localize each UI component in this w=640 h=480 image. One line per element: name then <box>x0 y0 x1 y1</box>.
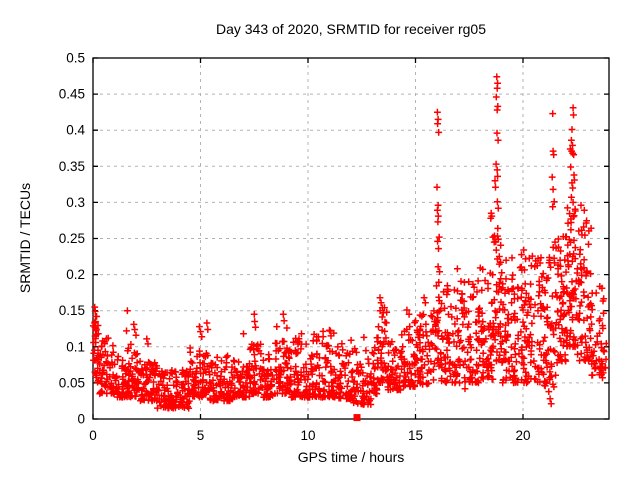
x-tick-label: 5 <box>197 428 205 443</box>
grid-lines <box>93 58 609 419</box>
y-tick-label: 0.3 <box>66 195 85 210</box>
axis-ticks <box>92 57 609 420</box>
y-tick-label: 0.05 <box>59 375 85 390</box>
outlier-square-marker <box>353 414 361 422</box>
x-tick-label: 15 <box>408 428 423 443</box>
y-tick-label: 0.45 <box>59 87 85 102</box>
data-points <box>89 73 610 412</box>
chart-title: Day 343 of 2020, SRMTID for receiver rg0… <box>215 21 486 37</box>
y-tick-label: 0.1 <box>66 339 85 354</box>
x-tick-label: 0 <box>89 428 97 443</box>
x-axis-label: GPS time / hours <box>297 449 405 465</box>
x-tick-label: 20 <box>515 428 530 443</box>
y-tick-label: 0.35 <box>59 159 85 174</box>
y-tick-label: 0.15 <box>59 303 85 318</box>
y-tick-label: 0.5 <box>66 51 85 66</box>
y-tick-label: 0 <box>77 412 85 427</box>
x-tick-label: 10 <box>300 428 315 443</box>
y-tick-label: 0.25 <box>59 231 85 246</box>
y-tick-label: 0.4 <box>66 123 85 138</box>
tick-labels: 0 0.05 0.1 0.15 0.2 0.25 0.3 0.35 0.4 0.45 0.5 0 5 10… <box>59 51 531 444</box>
y-tick-label: 0.2 <box>66 267 85 282</box>
